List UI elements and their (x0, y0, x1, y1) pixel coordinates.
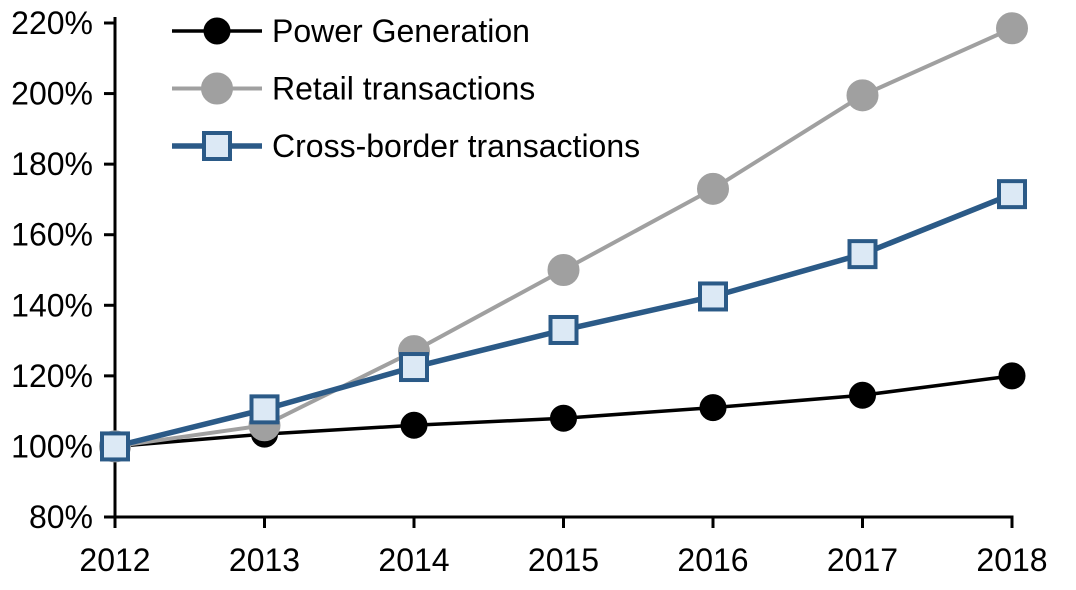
x-tick-label: 2017 (827, 542, 898, 578)
series-cross-border-transactions-marker (997, 179, 1027, 210)
series-cross-border-transactions-marker (399, 352, 429, 383)
x-tick-label: 2014 (378, 542, 449, 578)
y-tick-label: 160% (11, 217, 93, 253)
series-power-generation-marker (699, 394, 727, 422)
y-tick-label: 180% (11, 146, 93, 182)
series-retail-transactions-marker (697, 172, 729, 205)
series-cross-border-transactions (100, 179, 1027, 462)
legend-marker-icon-cross-border-transactions (202, 131, 232, 161)
series-power-generation-marker (998, 362, 1026, 390)
x-tick-label: 2012 (79, 542, 150, 578)
axes: 80% 100% 120% 140% 160% 180% 200% 220% 2012 2013 2… (11, 5, 1047, 578)
legend-marker-icon-retail-transactions (201, 72, 233, 105)
legend-label-retail-transactions: Retail transactions (272, 71, 535, 107)
legend-item-cross-border-transactions: Cross-border transactions (172, 128, 640, 164)
series-power-generation-marker (550, 404, 577, 432)
legend-item-power-generation: Power Generation (172, 13, 530, 49)
series-cross-border-transactions-marker (249, 394, 280, 425)
x-tick-label: 2013 (229, 542, 300, 578)
series-power-generation-marker (400, 411, 428, 439)
series-cross-border-transactions-marker (698, 281, 728, 312)
y-tick-label: 120% (11, 358, 93, 394)
x-tick-label: 2015 (528, 542, 599, 578)
y-tick-label: 80% (29, 499, 93, 535)
series-power-generation (101, 362, 1026, 460)
series-retail-transactions-marker (846, 79, 879, 112)
series-cross-border-transactions-marker (548, 314, 579, 345)
x-tick-label: 2018 (976, 542, 1047, 578)
y-tick-label: 140% (11, 287, 93, 323)
series-retail-transactions-marker (547, 254, 580, 286)
legend-marker-icon-power-generation (203, 17, 231, 45)
series-cross-border-transactions-marker (847, 239, 878, 270)
legend-label-cross-border-transactions: Cross-border transactions (272, 128, 640, 164)
y-tick-label: 220% (11, 5, 93, 41)
legend-label-power-generation: Power Generation (272, 13, 530, 49)
series-retail-transactions-marker (996, 12, 1028, 45)
y-tick-label: 100% (11, 428, 93, 464)
series-retail-transactions (99, 12, 1028, 463)
legend-item-retail-transactions: Retail transactions (172, 71, 535, 107)
y-tick-label: 200% (11, 76, 93, 112)
series-power-generation-marker (849, 381, 876, 409)
legend: Power Generation Retail transactions Cross… (172, 13, 640, 164)
x-tick-label: 2016 (677, 542, 748, 578)
series-cross-border-transactions-marker (100, 431, 130, 462)
